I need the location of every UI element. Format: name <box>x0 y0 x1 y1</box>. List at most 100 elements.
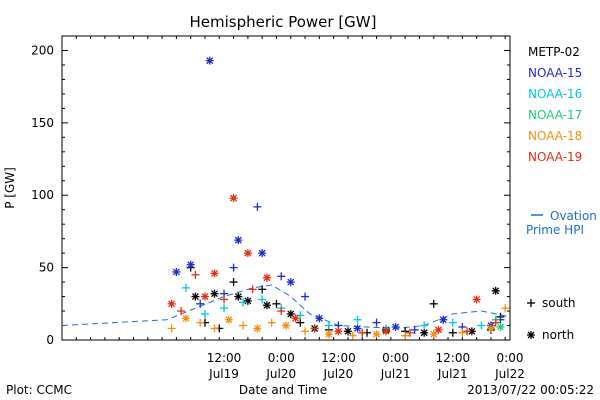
south-point-noaa-18 <box>196 318 205 327</box>
y-axis-label: P [GW] <box>3 167 17 209</box>
north-point-noaa-19 <box>262 273 271 282</box>
north-point-noaa-18 <box>324 330 333 339</box>
north-point-noaa-19 <box>291 314 300 323</box>
y-axis: 0 50 100 150 200 <box>31 35 510 347</box>
north-point-noaa-15 <box>205 56 214 65</box>
north-point-noaa-15 <box>172 267 181 276</box>
north-point-noaa-18 <box>224 315 233 324</box>
south-point-metp-02 <box>448 328 457 337</box>
north-point-noaa-18 <box>253 324 262 333</box>
marker-legend-symbol-south <box>527 299 535 307</box>
legend-entry-metp-02: METP-02 <box>528 45 580 59</box>
y-tick-label: 150 <box>31 116 54 130</box>
south-point-noaa-15 <box>277 272 286 281</box>
south-point-noaa-18 <box>458 328 467 337</box>
footer-timestamp: 2013/07/22 00:05:22 <box>467 383 594 397</box>
north-point-metp-02 <box>191 292 200 301</box>
south-point-noaa-18 <box>167 324 176 333</box>
ovation-legend-label-line2: Prime HPI <box>526 223 584 237</box>
south-point-noaa-15 <box>372 318 381 327</box>
south-point-noaa-19 <box>405 328 414 337</box>
x-tick-label-time: 12:00 <box>207 351 242 365</box>
south-point-noaa-15 <box>301 292 310 301</box>
north-point-noaa-19 <box>334 327 343 336</box>
south-point-noaa-19 <box>191 270 200 279</box>
chart-title: Hemispheric Power [GW] <box>190 13 377 31</box>
north-point-noaa-19 <box>472 295 481 304</box>
north-point-metp-02 <box>420 328 429 337</box>
north-point-noaa-18 <box>486 324 495 333</box>
ovation-legend-label-line1: Ovation <box>550 209 597 223</box>
marker-legend-label-south: south <box>542 296 576 310</box>
south-point-noaa-16 <box>220 304 229 313</box>
x-tick-label-time: 12:00 <box>436 351 471 365</box>
north-point-noaa-18 <box>282 321 290 330</box>
south-point-noaa-19 <box>277 307 286 316</box>
marker-legend-label-north: north <box>542 328 574 342</box>
x-tick-label-date: Jul22 <box>494 367 525 381</box>
south-point-noaa-16 <box>181 283 190 292</box>
south-point-noaa-18 <box>501 304 510 313</box>
north-point-noaa-15 <box>353 324 362 333</box>
south-point-noaa-19 <box>248 285 257 294</box>
x-tick-label-time: 0:00 <box>497 351 524 365</box>
north-point-noaa-15 <box>234 236 243 245</box>
x-tick-label-date: Jul20 <box>265 367 296 381</box>
south-point-noaa-18 <box>401 331 410 340</box>
x-tick-label-time: 0:00 <box>382 351 409 365</box>
south-point-noaa-15 <box>253 202 262 211</box>
x-tick-label-time: 0:00 <box>268 351 295 365</box>
marker-legend: south north <box>527 296 576 342</box>
north-point-noaa-19 <box>167 299 176 308</box>
legend-entry-noaa-16: NOAA-16 <box>528 87 582 101</box>
north-point-noaa-18 <box>372 330 381 339</box>
south-point-noaa-15 <box>410 325 419 334</box>
south-point-noaa-16 <box>324 321 333 330</box>
north-point-noaa-19 <box>210 269 219 278</box>
data-points <box>167 56 510 340</box>
north-point-metp-02 <box>210 289 219 298</box>
footer-credit: Plot: CCMC <box>6 383 72 397</box>
x-axis-label: Date and Time <box>239 383 327 397</box>
plot-frame <box>61 35 511 341</box>
x-tick-label-time: 12:00 <box>321 351 356 365</box>
south-point-noaa-18 <box>267 318 276 327</box>
legend-entry-noaa-19: NOAA-19 <box>528 150 582 164</box>
south-point-metp-02 <box>272 299 281 308</box>
x-axis: 12:00 Jul19 0:00 Jul20 12:00 Jul20 0:00 Jul21 12… <box>61 36 525 381</box>
south-point-noaa-18 <box>239 321 248 330</box>
south-point-noaa-18 <box>210 324 219 333</box>
north-point-metp-02 <box>243 296 252 305</box>
south-point-noaa-15 <box>196 299 205 308</box>
north-point-noaa-17 <box>496 322 505 331</box>
south-point-noaa-18 <box>348 331 357 340</box>
south-point-noaa-16 <box>353 315 362 324</box>
legend: METP-02 NOAA-15 NOAA-16 NOAA-17 NOAA-18 NOAA-… <box>528 45 582 164</box>
south-point-metp-02 <box>429 299 438 308</box>
south-point-noaa-19 <box>358 328 367 337</box>
south-point-noaa-19 <box>310 324 319 333</box>
y-tick-label: 50 <box>39 261 54 275</box>
south-point-noaa-19 <box>177 307 186 316</box>
south-point-metp-02 <box>229 278 238 287</box>
south-point-noaa-16 <box>239 298 248 307</box>
south-point-noaa-19 <box>491 318 500 327</box>
north-point-noaa-19 <box>229 194 238 203</box>
south-point-noaa-19 <box>463 327 472 336</box>
south-point-metp-02 <box>296 318 305 327</box>
ovation-legend: Ovation Prime HPI <box>526 209 597 237</box>
north-point-noaa-15 <box>439 315 448 324</box>
y-tick-label: 0 <box>46 333 54 347</box>
south-point-noaa-18 <box>301 327 310 336</box>
marker-legend-symbol-north <box>527 331 535 339</box>
x-tick-label-date: Jul21 <box>380 367 411 381</box>
legend-entry-noaa-15: NOAA-15 <box>528 66 582 80</box>
south-point-noaa-16 <box>200 309 209 318</box>
north-point-noaa-15 <box>186 260 195 269</box>
x-tick-label-date: Jul20 <box>323 367 354 381</box>
south-point-metp-02 <box>258 285 267 294</box>
north-point-noaa-19 <box>434 325 443 334</box>
north-point-metp-02 <box>234 292 243 301</box>
north-point-noaa-15 <box>391 322 400 331</box>
